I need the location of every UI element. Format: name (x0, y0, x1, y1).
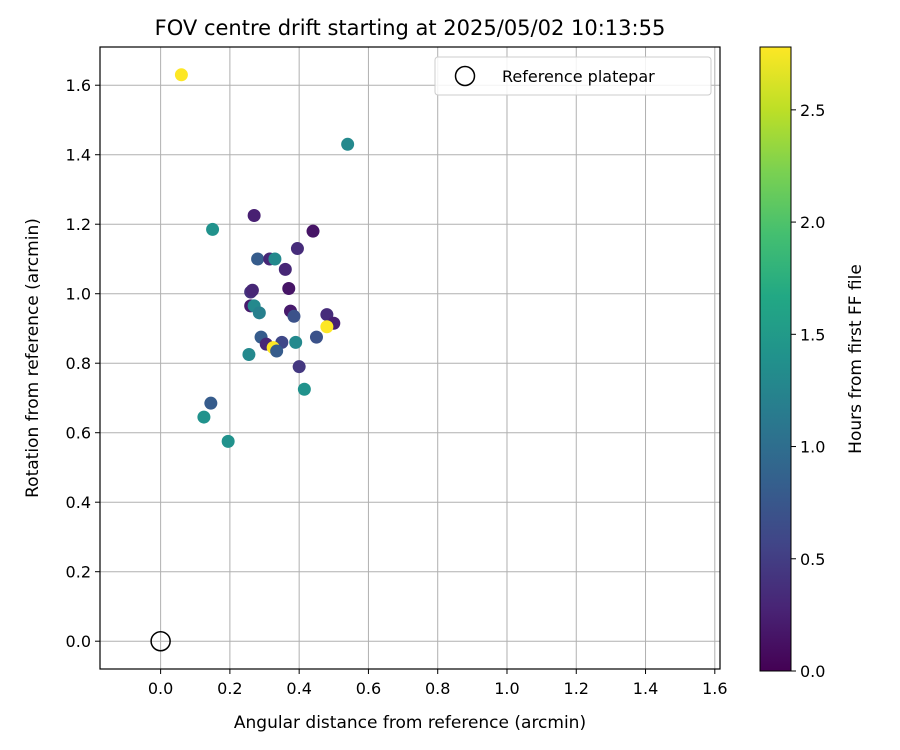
data-point (290, 242, 304, 256)
colorbar-tick-label: 0.5 (800, 550, 825, 569)
colorbar-ticks: 0.0 0.5 1.0 1.5 2.0 2.5 (791, 101, 825, 681)
data-point (197, 410, 211, 424)
x-tick-label: 1.6 (702, 679, 727, 698)
x-tick-label: 0.0 (148, 679, 173, 698)
data-point (278, 262, 292, 276)
y-tick-label: 0.2 (66, 563, 91, 582)
legend-marker (454, 65, 476, 87)
x-tick-label: 1.0 (494, 679, 519, 698)
legend-box (434, 56, 712, 96)
colorbar-tick-label: 1.0 (800, 438, 825, 457)
data-point (247, 209, 261, 223)
data-point (252, 306, 266, 320)
data-point (270, 344, 284, 358)
legend-label: Reference platepar (502, 67, 655, 86)
x-axis-ticks: 0.0 0.2 0.4 0.6 0.8 1.0 1.2 1.4 1.6 (148, 669, 728, 698)
y-tick-label: 1.2 (66, 215, 91, 234)
reference-point (150, 630, 171, 652)
data-point (289, 335, 303, 349)
data-points (174, 68, 355, 448)
data-point (174, 68, 188, 82)
colorbar-tick-label: 0.0 (800, 662, 825, 681)
y-tick-label: 1.6 (66, 76, 91, 95)
data-point (287, 309, 301, 323)
y-tick-label: 0.6 (66, 424, 91, 443)
data-point (242, 348, 256, 362)
data-point (292, 360, 306, 374)
colorbar-tick-label: 2.5 (800, 101, 825, 120)
colorbar-tick-label: 2.0 (800, 213, 825, 232)
colorbar (759, 46, 792, 672)
colorbar-label: Hours from first FF file (846, 264, 866, 454)
y-tick-label: 0.8 (66, 354, 91, 373)
colorbar-tick-label: 1.5 (800, 325, 825, 344)
x-tick-label: 0.8 (425, 679, 450, 698)
y-axis-ticks: 0.0 0.2 0.4 0.6 0.8 1.0 1.2 1.4 1.6 (66, 76, 100, 651)
x-axis-label: Angular distance from reference (arcmin) (234, 713, 586, 733)
data-point (251, 252, 265, 266)
data-point (204, 396, 218, 410)
y-tick-label: 1.4 (66, 146, 91, 165)
grid-lines (100, 47, 720, 669)
y-tick-label: 1.0 (66, 285, 91, 304)
data-point (306, 224, 320, 238)
data-point (221, 434, 235, 448)
data-point (206, 222, 220, 236)
data-point (297, 382, 311, 396)
x-tick-label: 1.2 (564, 679, 589, 698)
data-point (341, 137, 355, 151)
x-tick-label: 1.4 (633, 679, 658, 698)
plot-frame (99, 46, 721, 670)
x-tick-label: 0.2 (217, 679, 242, 698)
data-point (282, 282, 296, 296)
chart-title: FOV centre drift starting at 2025/05/02 … (155, 16, 666, 40)
y-tick-label: 0.4 (66, 493, 91, 512)
data-point (268, 252, 282, 266)
data-point (320, 308, 334, 322)
legend: Reference platepar (434, 56, 712, 96)
y-tick-label: 0.0 (66, 632, 91, 651)
data-point (245, 283, 259, 297)
y-axis-label: Rotation from reference (arcmin) (23, 218, 43, 498)
data-point (320, 320, 334, 334)
data-point (309, 330, 323, 344)
x-tick-label: 0.4 (286, 679, 311, 698)
x-tick-label: 0.6 (356, 679, 381, 698)
